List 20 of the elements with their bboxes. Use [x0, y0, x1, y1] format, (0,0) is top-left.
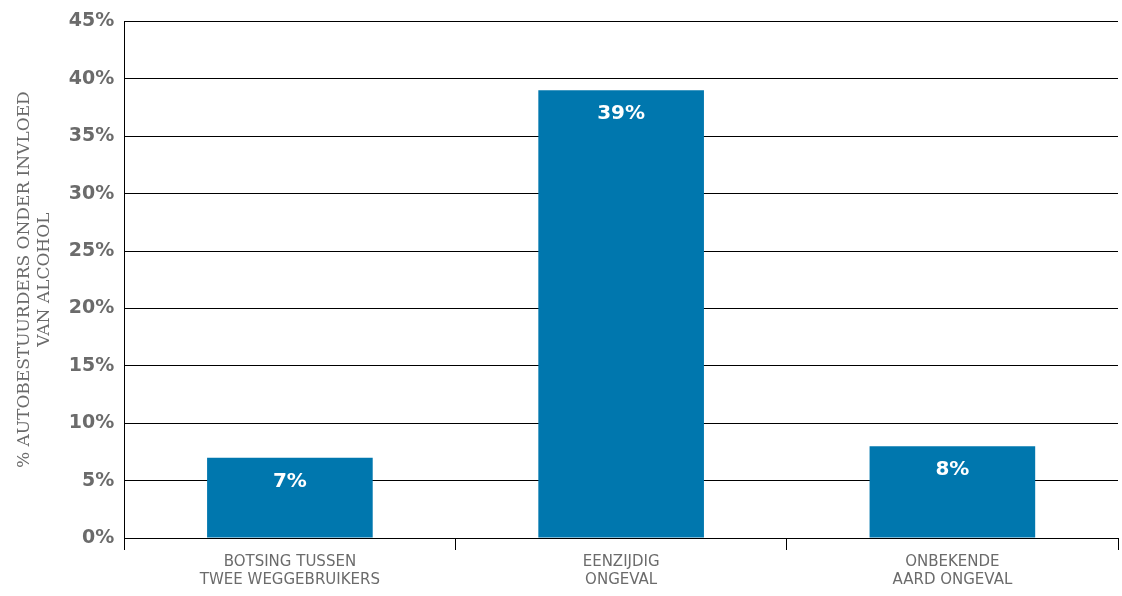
bar: [869, 446, 1036, 538]
data-label: 8%: [935, 456, 970, 481]
y-tick-label: 45%: [68, 8, 115, 31]
y-tick-label: 10%: [68, 410, 115, 433]
bar: [207, 457, 373, 538]
y-tick-label: 30%: [68, 180, 115, 203]
x-tick-label: ONBEKENDE AARD ONGEVAL: [892, 551, 1013, 588]
x-tick-label: EENZIJDIG ONGEVAL: [582, 551, 660, 588]
data-label: 7%: [272, 467, 307, 492]
y-tick-label: 25%: [68, 237, 115, 260]
y-tick-label: 15%: [68, 352, 115, 375]
y-tick-label: 35%: [68, 123, 115, 146]
data-label: 39%: [597, 100, 646, 125]
y-tick-label: 0%: [82, 524, 115, 547]
y-tick-label: 20%: [68, 295, 115, 318]
x-tick-label: BOTSING TUSSEN TWEE WEGGEBRUIKERS: [198, 551, 380, 588]
y-tick-label: 40%: [68, 65, 115, 88]
bar: [538, 90, 704, 538]
y-axis-title: % AUTOBESTUURDERS ONDER INVLOED VAN ALCOHOL: [12, 91, 54, 469]
y-tick-label: 5%: [82, 467, 115, 490]
